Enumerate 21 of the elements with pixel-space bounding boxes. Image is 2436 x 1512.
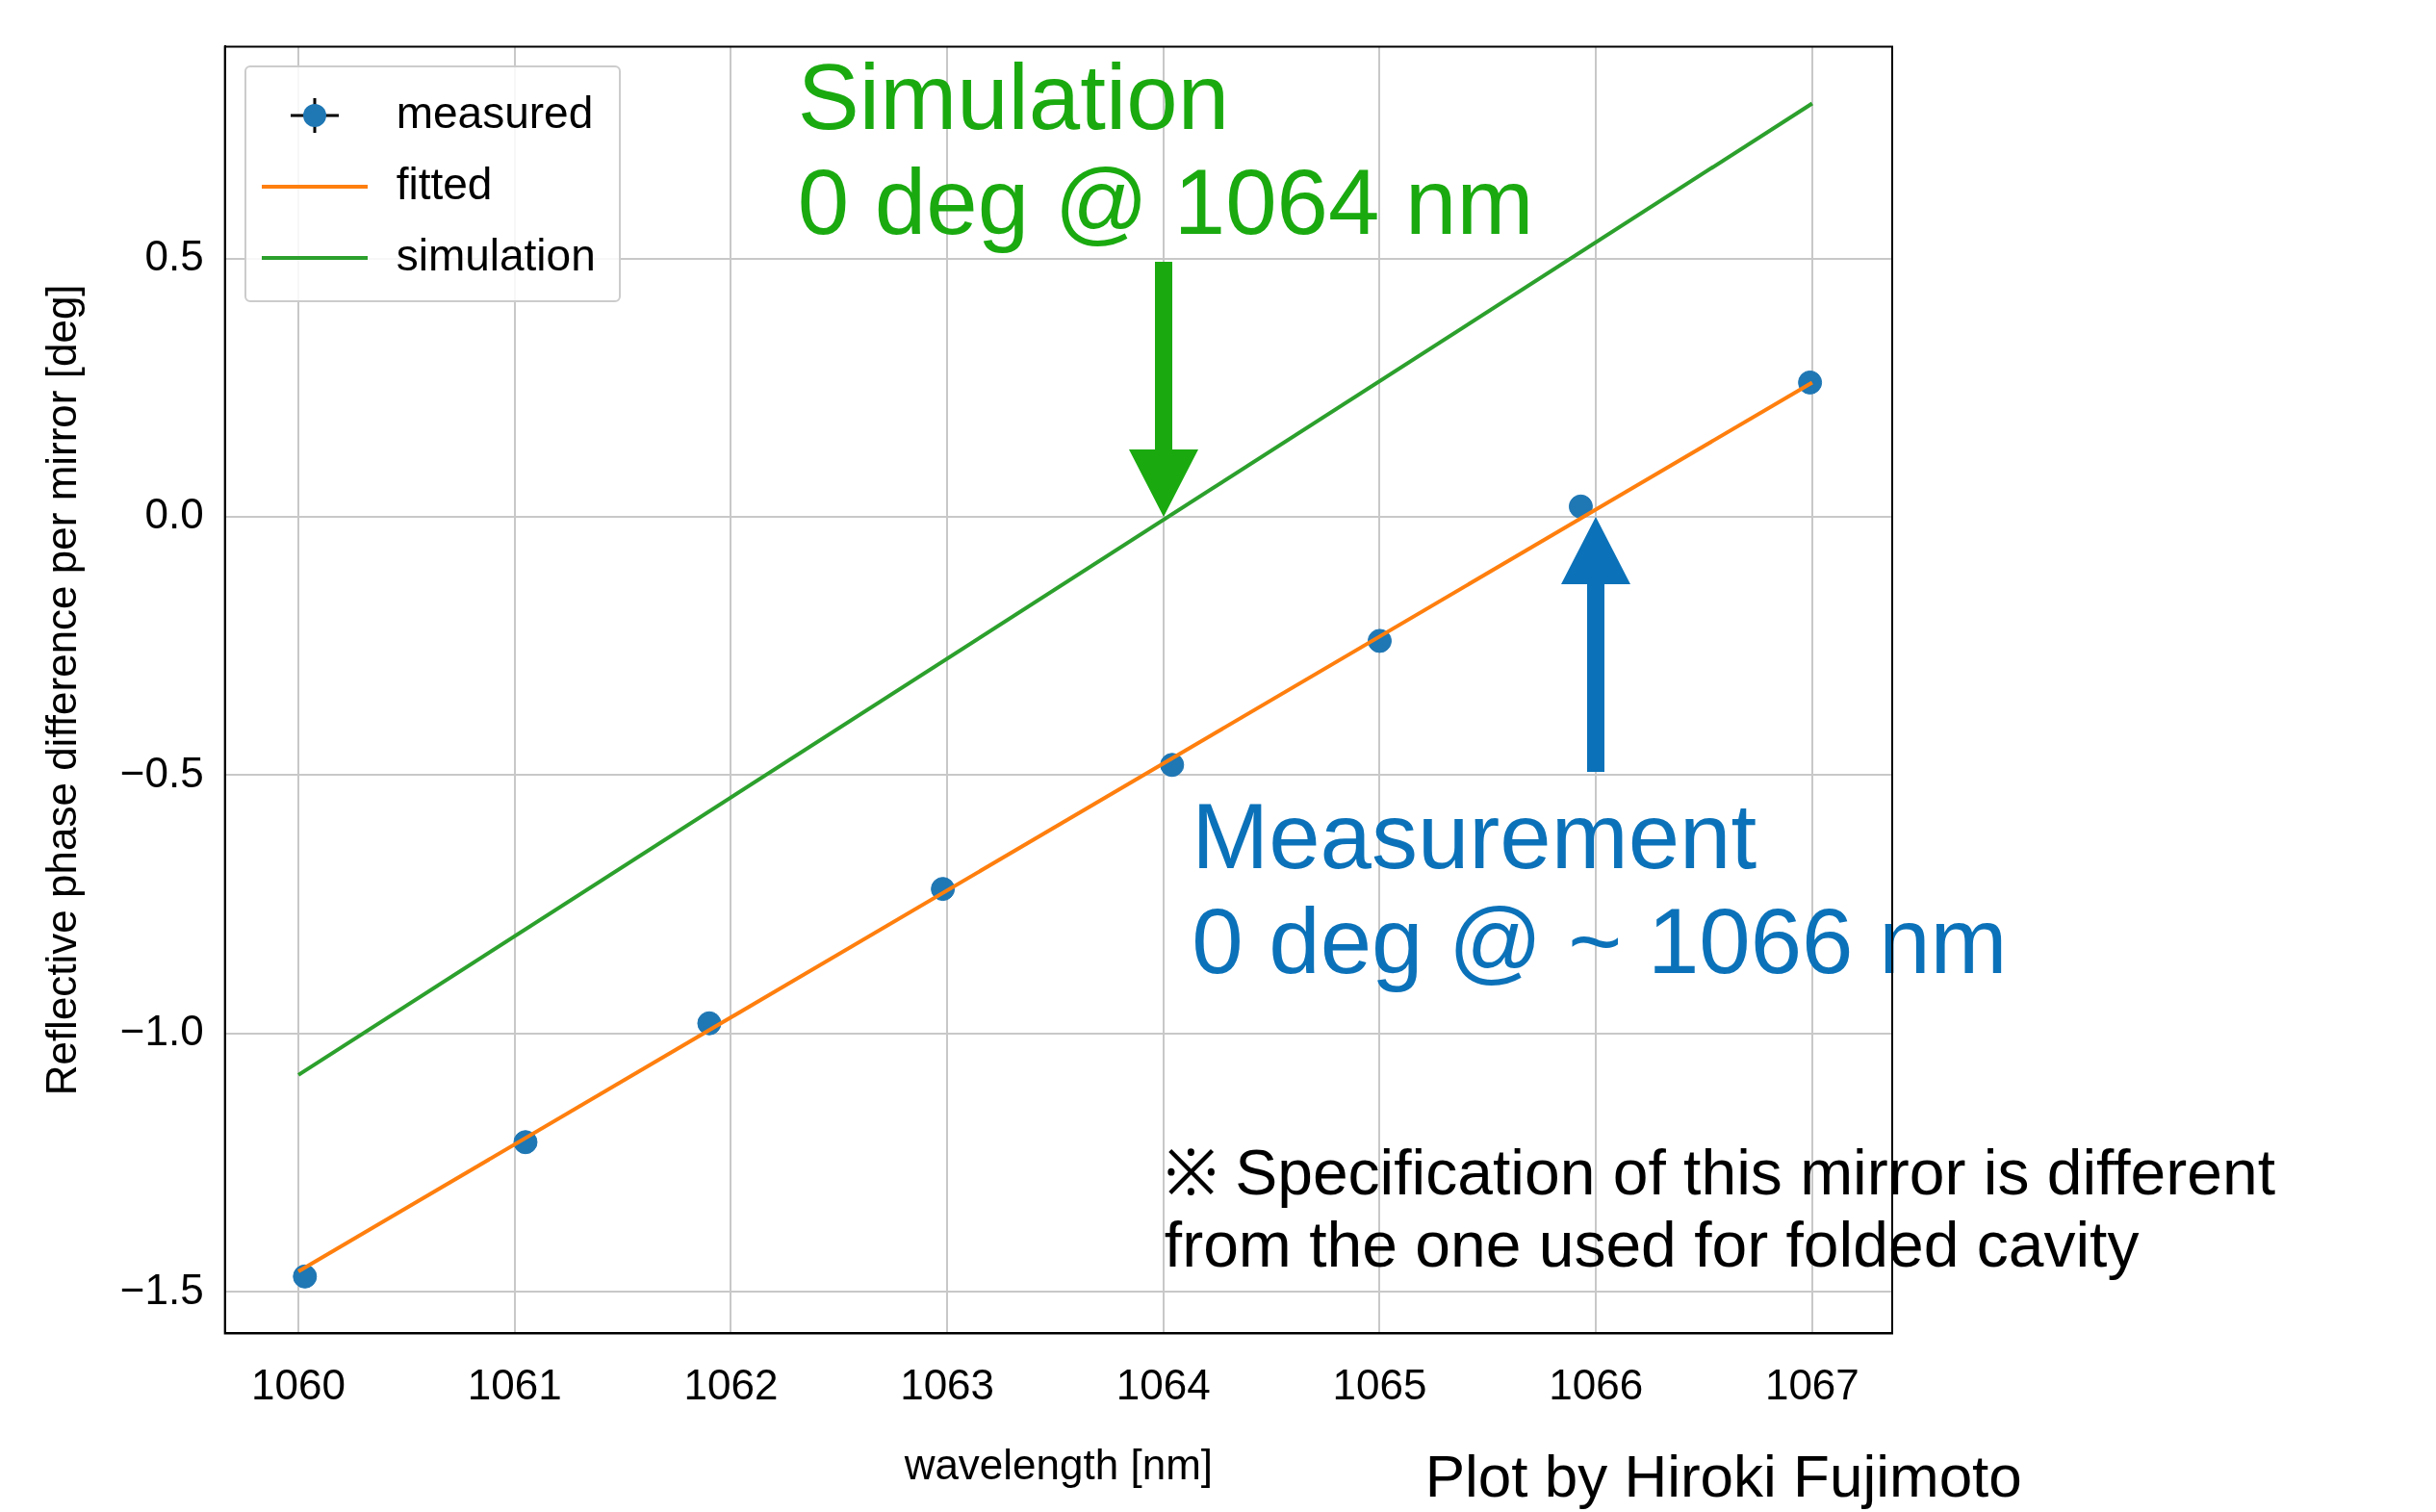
y-tick-label: −1.0 <box>119 1007 204 1055</box>
y-tick-label: 0.0 <box>144 490 204 538</box>
x-tick-label: 1065 <box>1332 1360 1427 1408</box>
legend-label: fitted <box>396 158 493 211</box>
y-tick-label: −1.5 <box>119 1265 204 1313</box>
annotation: Simulation 0 deg @ 1064 nm <box>797 45 1534 253</box>
y-axis-title: Reflective phase difference per mirror [deg] <box>37 284 85 1096</box>
x-tick-label: 1067 <box>1764 1360 1859 1408</box>
x-axis-title: wavelength [nm] <box>903 1440 1214 1488</box>
x-tick-label: 1066 <box>1549 1360 1644 1408</box>
x-tick-label: 1062 <box>683 1360 779 1408</box>
y-tick-label: −0.5 <box>119 748 204 796</box>
x-tick-label: 1063 <box>900 1360 995 1408</box>
legend-label: measured <box>396 87 594 140</box>
point <box>1568 494 1593 519</box>
legend-label: simulation <box>396 229 596 282</box>
x-tick-label: 1061 <box>467 1360 562 1408</box>
y-tick-label: 0.5 <box>144 231 204 279</box>
x-tick-label: 1064 <box>1115 1360 1211 1408</box>
text: Plot by Hiroki Fujimoto <box>1424 1443 2022 1510</box>
x-tick-label: 1060 <box>251 1360 346 1408</box>
